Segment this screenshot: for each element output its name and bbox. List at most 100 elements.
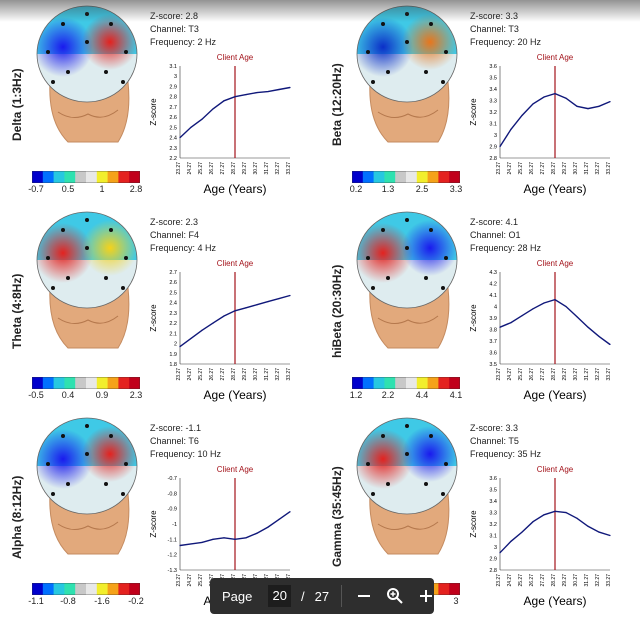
zscore-point [598,105,600,107]
qeeg-panel: Beta (12:20Hz)0.21.32.53.3Z-score: 3.3Ch… [320,0,640,206]
y-tick-label: 3.1 [489,122,497,128]
x-tick-label: 23.27 [496,162,502,175]
y-tick-label: -0.8 [168,491,177,497]
color-scale-tick: 2.8 [129,184,143,194]
y-tick-label: 3 [494,545,497,551]
page-total: 27 [314,588,330,604]
color-scale-ticks: 0.2 1.3 2.5 3.3 [348,184,466,196]
color-scale [31,170,141,184]
zscore-point [598,335,600,337]
age-trend-chart: Client Age Z-score 2.2 2.3 2.4 2.5 2.6 2.7 2.8 2.… [148,48,298,198]
zscore-point [256,532,258,534]
qeeg-panel: Theta (4:8Hz) -0.5 0.4 0.9 2.3 Z-score: 2.3 Ch… [0,206,320,412]
zscore-point [245,94,247,96]
x-tick-label: 25.27 [198,574,204,587]
x-tick-label: 28.27 [551,162,557,175]
x-tick-label: 32.27 [595,368,601,381]
zscore-point [576,105,578,107]
y-tick-label: 2.4 [169,301,177,307]
x-tick-label: 25.27 [518,574,524,587]
plus-icon[interactable] [418,588,434,604]
y-tick-label: 3 [174,74,177,80]
color-scale-tick: 1 [99,184,105,194]
qeeg-panel: Alpha (8:12Hz) -1.1 -0.8 -1.6 -0.2 Z-score: -… [0,412,320,618]
x-tick-label: 24.27 [187,574,193,587]
y-axis-label: Z-score [149,98,158,126]
minus-icon[interactable] [356,588,372,604]
zscore-point [179,346,181,348]
page-number-input[interactable]: 20 [268,585,292,607]
zscore-point [554,93,556,95]
color-scale-tick: 0.4 [61,390,75,400]
zscore-point [267,90,269,93]
y-tick-label: 2.5 [169,290,177,296]
color-scale [351,376,461,390]
y-tick-label: 3.5 [489,362,497,368]
color-scale-tick: -1.1 [28,596,44,606]
y-tick-label: 2.7 [169,270,177,276]
zscore-point [587,107,589,110]
x-tick-label: 27.27 [540,368,546,381]
zscore-point [267,526,269,528]
zscore-point [499,145,501,148]
color-scale-ticks: -0.5 0.4 0.9 2.3 [28,390,146,402]
zscore-point [532,521,534,523]
color-scale-tick: -0.8 [60,596,76,606]
color-scale-tick: 4.4 [415,390,429,400]
x-tick-label: 23.27 [176,574,182,587]
channel-text: Channel: F4 [150,230,200,240]
x-axis-label: Age (Years) [524,594,587,608]
age-trend-chart: Client Age Z-score 3.5 3.6 3.7 3.8 3.9 4 4.1 4.2 4… [468,254,618,404]
zscore-point [521,315,523,317]
x-tick-label: 26.27 [209,368,215,381]
zscore-point [190,543,192,545]
x-tick-label: 24.27 [507,162,513,175]
qeeg-panel: Delta (1:3Hz)-0.70.512.8Z-score: 2.8Chan… [0,0,320,206]
zscore-point [576,517,578,519]
y-tick-label: 2.4 [169,136,177,142]
y-tick-label: 3.4 [489,499,497,505]
color-scale-tick: 0.5 [61,184,75,194]
frequency-text: Frequency: 35 Hz [470,449,542,459]
x-tick-label: 26.27 [529,368,535,381]
y-tick-label: -1 [172,522,177,528]
peak-stats: Z-score: -1.1 Channel: T6 Frequency: 10 Hz [150,422,221,461]
x-tick-label: 33.27 [286,162,292,175]
magnifier-plus-icon[interactable] [386,587,404,605]
zscore-point [289,86,291,89]
y-tick-label: 3.3 [489,511,497,517]
color-scale-tick: 1.2 [349,390,363,400]
marker-title: Client Age [217,259,254,268]
y-tick-label: 3.6 [489,351,497,357]
y-tick-label: 4.3 [489,270,497,276]
zscore-point [521,114,523,117]
y-tick-label: -0.7 [168,476,177,482]
x-tick-label: 32.27 [595,574,601,587]
y-tick-label: 2.8 [489,568,497,574]
x-tick-label: 23.27 [496,574,502,587]
brain-head-map [348,414,466,564]
peak-stats: Z-score: 2.3 Channel: F4 Frequency: 4 Hz [150,216,216,255]
x-tick-label: 30.27 [573,368,579,381]
y-tick-label: 3.5 [489,488,497,494]
x-tick-label: 28.27 [551,368,557,381]
zscore-point [576,316,578,318]
x-tick-label: 32.27 [275,368,281,381]
x-tick-label: 28.27 [231,368,237,381]
x-tick-label: 31.27 [264,368,270,381]
page-label: Page [222,588,253,604]
zscore-point [234,538,236,540]
color-scale-ticks: 1.2 2.2 4.4 4.1 [348,390,466,402]
marker-title: Client Age [217,465,254,474]
y-tick-label: 2.6 [169,280,177,286]
zscore-point [609,534,611,537]
age-trend-chart: Client Age Z-score 2.8 2.9 3 3.1 3.2 3.3 3.4 3.5 3… [468,48,618,198]
y-tick-label: 2.5 [169,125,177,131]
x-tick-label: 25.27 [518,162,524,175]
band-label: Gamma (35:45Hz) [330,466,344,568]
x-tick-label: 30.27 [573,162,579,175]
color-scale-tick: 2.3 [129,390,143,400]
top-shadow [0,0,640,22]
color-scale-tick: 2.2 [381,390,395,400]
frequency-text: Frequency: 10 Hz [150,449,222,459]
